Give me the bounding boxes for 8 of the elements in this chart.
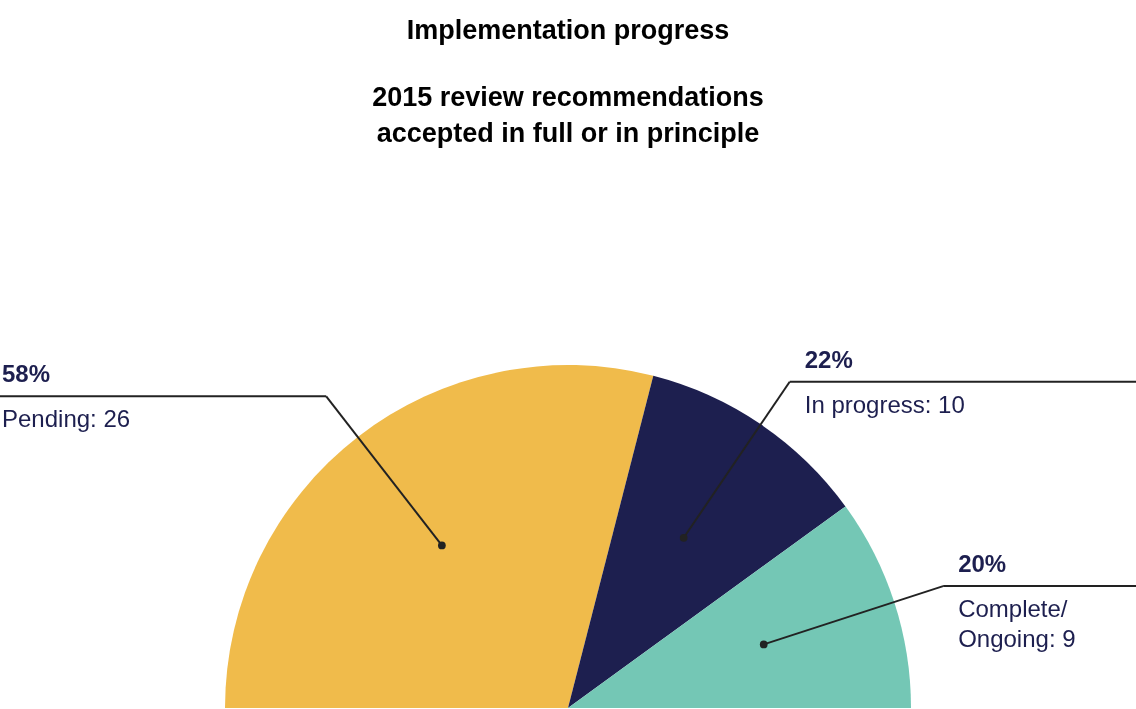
data-label: 58% <box>2 360 51 388</box>
chart-subtitle: 2015 review recommendations accepted in full or in principle <box>372 82 764 148</box>
slice-label: Complete/ Ongoing: 9 <box>958 595 1076 653</box>
data-label: 20% <box>958 550 1007 578</box>
data-label: 22% <box>804 345 853 373</box>
slice-label: Pending: 26 <box>2 405 131 433</box>
slice-label: In progress: 10 <box>804 390 965 418</box>
chart-title: Implementation progress <box>406 15 730 45</box>
